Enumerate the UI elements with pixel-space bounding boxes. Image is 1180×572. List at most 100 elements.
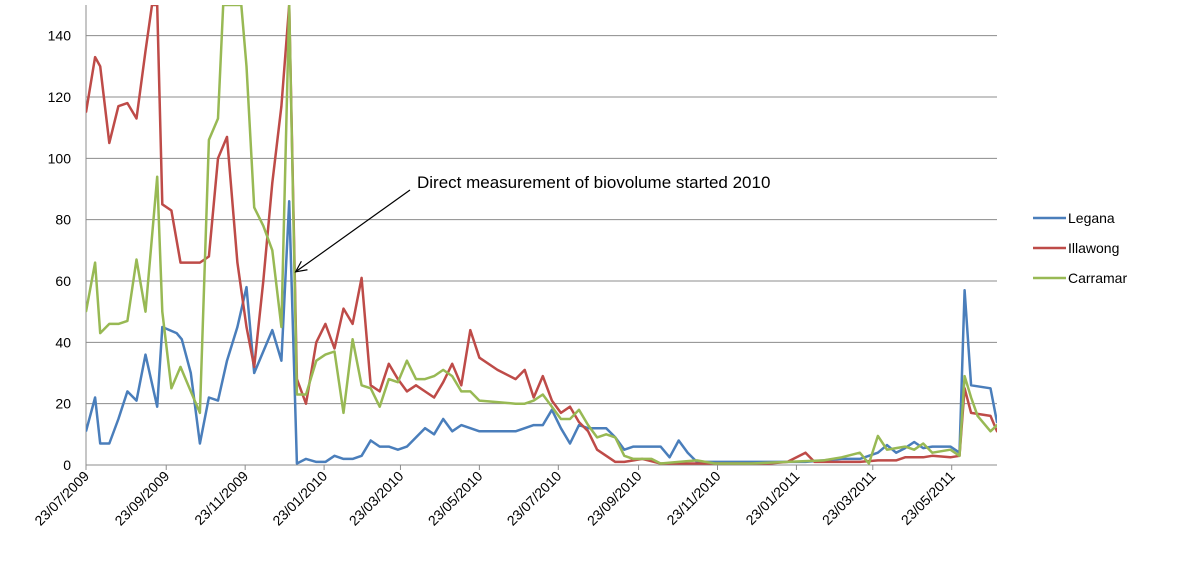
data-point-legana <box>315 461 318 463</box>
data-point-legana <box>1001 418 1003 420</box>
data-point-illawong <box>199 261 201 264</box>
data-point-carramar <box>786 461 789 463</box>
data-point-illawong <box>433 396 435 399</box>
data-point-legana <box>333 454 336 457</box>
data-point-carramar <box>262 224 265 227</box>
data-point-illawong <box>99 65 102 68</box>
data-point-illawong <box>578 421 580 423</box>
data-point-legana <box>949 445 952 448</box>
annotation-text: Direct measurement of biovolume started … <box>417 173 770 192</box>
data-point-carramar <box>433 375 435 377</box>
data-point-legana <box>478 430 481 433</box>
data-point-illawong <box>442 381 445 384</box>
data-point-legana <box>208 396 210 399</box>
data-point-illawong <box>478 356 481 359</box>
data-point-legana <box>541 424 544 426</box>
data-point-legana <box>175 332 178 334</box>
data-point-illawong <box>156 5 159 6</box>
data-point-illawong <box>424 390 426 393</box>
data-point-carramar <box>750 462 752 465</box>
data-point-carramar <box>840 456 843 459</box>
data-point-illawong <box>587 430 589 433</box>
data-point-legana <box>913 441 916 443</box>
x-tick-label: 23/03/2010 <box>346 468 407 529</box>
data-point-carramar <box>695 459 698 462</box>
data-point-illawong <box>804 451 807 454</box>
data-point-legana <box>245 286 248 288</box>
data-point-carramar <box>208 139 210 141</box>
data-point-illawong <box>108 142 111 144</box>
data-point-illawong <box>262 280 265 282</box>
data-point-carramar <box>188 387 191 390</box>
x-tick-label: 23/03/2011 <box>819 468 879 528</box>
annotation: Direct measurement of biovolume started … <box>294 173 770 273</box>
data-point-illawong <box>271 182 274 184</box>
x-axis: 23/07/2009 23/09/2009 23/11/2009 23/01/2010… <box>31 465 958 529</box>
data-point-legana <box>217 399 219 402</box>
data-point-carramar <box>478 399 481 402</box>
data-point-legana <box>94 396 96 399</box>
data-point-carramar <box>126 320 129 322</box>
data-point-carramar <box>895 447 897 449</box>
data-point-carramar <box>970 396 972 399</box>
data-point-illawong <box>532 396 535 399</box>
data-point-carramar <box>406 359 408 362</box>
data-point-carramar <box>305 393 307 396</box>
data-point-legana <box>659 445 662 448</box>
data-point-carramar <box>369 387 372 390</box>
data-point-illawong <box>226 136 228 138</box>
data-point-legana <box>305 458 307 460</box>
data-point-carramar <box>280 326 283 328</box>
data-point-legana <box>596 427 598 430</box>
data-point-illawong <box>378 390 381 393</box>
y-axis: 0 20 40 60 80 100 120 140 <box>48 5 997 473</box>
data-point-carramar <box>117 323 120 325</box>
data-point-legana <box>156 405 159 408</box>
data-point-illawong <box>858 461 861 463</box>
data-point-legana <box>496 430 499 433</box>
data-point-carramar <box>514 402 517 405</box>
data-point-legana <box>433 433 435 436</box>
data-point-illawong <box>208 255 210 258</box>
y-tick-label: 140 <box>48 28 72 44</box>
data-point-carramar <box>605 433 608 436</box>
data-point-illawong <box>949 456 952 459</box>
data-point-illawong <box>840 461 843 463</box>
data-point-carramar <box>222 5 225 6</box>
data-point-legana <box>532 424 535 426</box>
data-point-carramar <box>858 451 861 454</box>
data-point-legana <box>378 445 381 448</box>
data-point-carramar <box>904 445 906 448</box>
data-point-carramar <box>587 424 589 426</box>
data-point-carramar <box>240 5 243 6</box>
data-point-legana <box>858 458 861 460</box>
data-point-illawong <box>989 415 992 417</box>
data-point-carramar <box>886 448 888 451</box>
data-point-illawong <box>569 405 571 408</box>
data-point-carramar <box>315 359 318 362</box>
data-point-legana <box>578 424 580 426</box>
data-point-legana <box>236 326 239 328</box>
data-point-legana <box>86 430 87 433</box>
data-point-carramar <box>976 415 979 417</box>
data-point-illawong <box>315 341 318 344</box>
data-point-illawong <box>877 459 879 462</box>
legend-label-carramar: Carramar <box>1068 270 1127 286</box>
data-point-illawong <box>151 5 153 6</box>
data-point-carramar <box>996 424 997 426</box>
data-point-carramar <box>324 353 327 356</box>
gridlines <box>86 35 997 405</box>
annotation-arrow <box>295 189 411 273</box>
data-point-illawong <box>161 203 164 206</box>
data-point-carramar <box>632 458 635 460</box>
data-point-legana <box>940 445 943 448</box>
data-point-carramar <box>378 405 381 408</box>
data-point-illawong <box>623 461 626 463</box>
data-point-carramar <box>424 378 426 380</box>
data-point-carramar <box>144 310 147 313</box>
data-point-illawong <box>523 369 526 371</box>
data-point-illawong <box>342 307 345 310</box>
data-point-illawong <box>236 261 239 264</box>
data-point-illawong <box>126 102 129 104</box>
data-point-carramar <box>868 462 870 465</box>
